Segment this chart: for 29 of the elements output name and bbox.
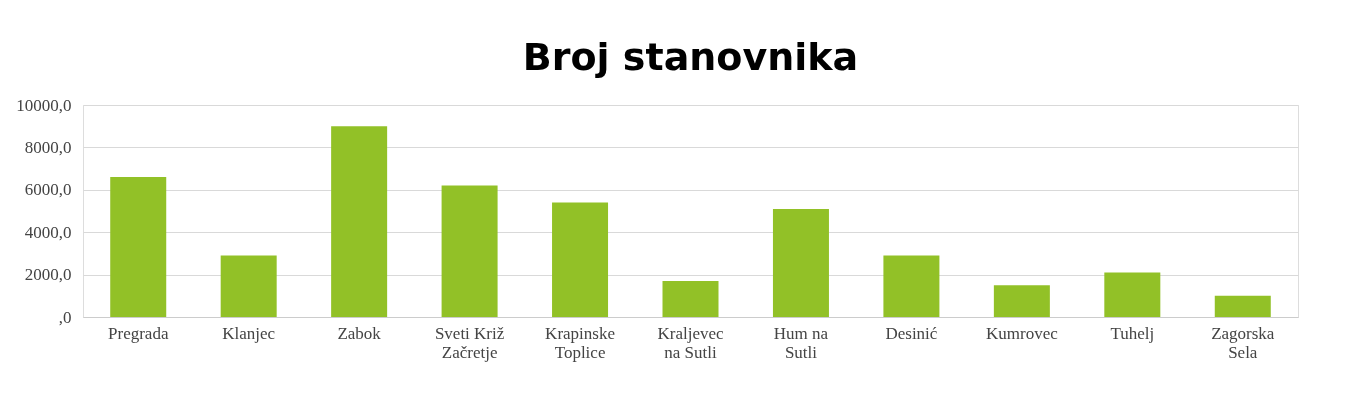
y-tick-label: 6000,0	[24, 180, 72, 200]
y-tick-label: 4000,0	[24, 222, 72, 242]
y-tick-label: 10000,0	[16, 95, 72, 115]
x-tick-label: Pregrada	[108, 323, 169, 343]
bar	[1214, 295, 1271, 317]
bar	[993, 285, 1050, 317]
x-tick-label: Krapinske Toplice	[545, 323, 615, 362]
y-tick-label: ,0	[58, 307, 72, 327]
bar	[662, 280, 719, 317]
x-tick-label: Zabok	[337, 323, 382, 343]
y-tick-label: 8000,0	[24, 137, 72, 157]
bar	[110, 177, 167, 317]
x-tick-label: Kumrovec	[985, 323, 1059, 343]
x-tick-label: Klanjec	[222, 323, 276, 343]
bar	[1104, 272, 1161, 317]
bar	[772, 208, 829, 317]
x-tick-label: Hum na Sutli	[773, 323, 829, 362]
bar	[331, 126, 388, 317]
bar	[552, 202, 609, 317]
x-tick-label: Zagorska Sela	[1211, 323, 1275, 362]
x-tick-label: Tuhelj	[1110, 323, 1155, 343]
chart-title: Broj stanovnika	[522, 35, 859, 79]
y-tick-label: 2000,0	[24, 265, 72, 285]
x-tick-label: Desinić	[885, 323, 938, 343]
x-tick-label: Sveti Križ Začretje	[434, 323, 505, 362]
bar	[220, 255, 277, 317]
bar	[441, 185, 498, 317]
x-tick-label: Kraljevec na Sutli	[657, 323, 724, 362]
bar	[883, 255, 940, 317]
